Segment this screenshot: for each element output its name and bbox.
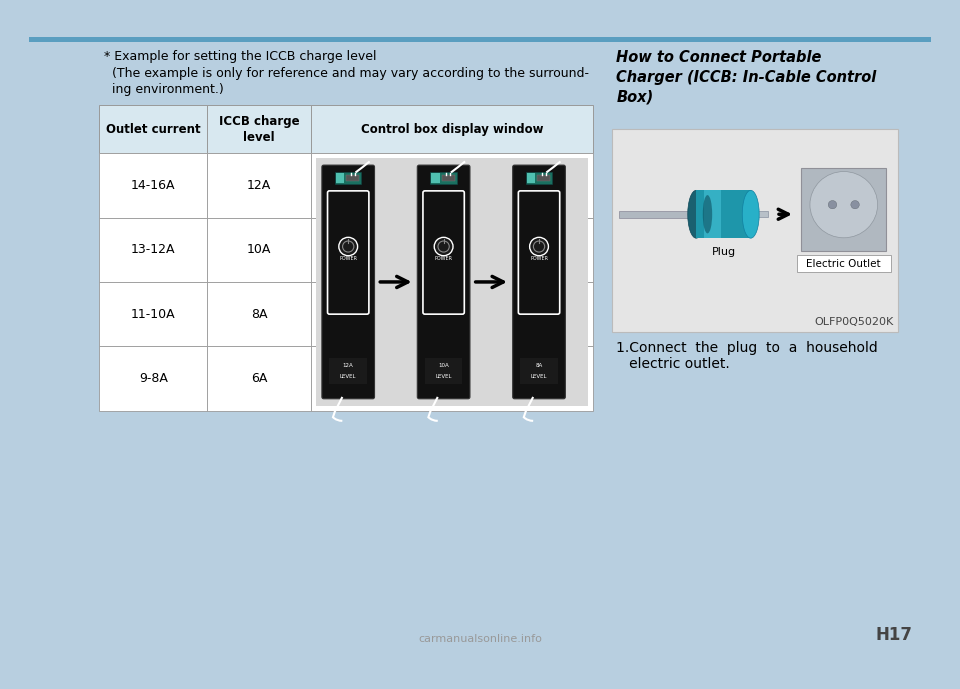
Bar bbox=[207, 105, 311, 153]
Text: 13-12A: 13-12A bbox=[132, 243, 176, 256]
Text: H17: H17 bbox=[876, 626, 912, 644]
Bar bbox=[336, 174, 345, 183]
Circle shape bbox=[434, 237, 453, 256]
Bar bbox=[619, 211, 699, 218]
Bar bbox=[99, 282, 207, 347]
FancyBboxPatch shape bbox=[322, 165, 374, 399]
Text: LEVEL: LEVEL bbox=[436, 374, 452, 379]
Bar bbox=[311, 218, 592, 282]
Bar bbox=[797, 255, 891, 272]
FancyBboxPatch shape bbox=[802, 168, 886, 251]
Bar bbox=[207, 153, 311, 218]
Bar bbox=[538, 175, 550, 181]
Text: 8A: 8A bbox=[251, 308, 267, 320]
Text: How to Connect Portable
Charger (ICCB: In-Cable Control
Box): How to Connect Portable Charger (ICCB: I… bbox=[616, 50, 876, 105]
Ellipse shape bbox=[851, 200, 859, 209]
Bar bbox=[311, 153, 592, 218]
Bar bbox=[520, 358, 558, 384]
Text: 6A: 6A bbox=[251, 372, 267, 385]
Bar bbox=[335, 172, 361, 183]
Text: POWER: POWER bbox=[435, 256, 452, 261]
Text: (The example is only for reference and may vary according to the surround-: (The example is only for reference and m… bbox=[104, 67, 589, 80]
Bar bbox=[704, 190, 721, 238]
Text: Plug: Plug bbox=[712, 247, 736, 258]
Ellipse shape bbox=[687, 190, 705, 238]
Text: ICCB charge
level: ICCB charge level bbox=[219, 115, 300, 144]
Bar bbox=[751, 212, 768, 217]
Ellipse shape bbox=[703, 195, 712, 234]
Bar bbox=[99, 105, 207, 153]
Bar bbox=[99, 347, 207, 411]
Text: carmanualsonline.info: carmanualsonline.info bbox=[418, 634, 542, 644]
Bar bbox=[430, 172, 457, 183]
Bar bbox=[329, 358, 367, 384]
Text: 10A: 10A bbox=[439, 363, 449, 368]
Bar bbox=[99, 218, 207, 282]
Text: POWER: POWER bbox=[339, 256, 357, 261]
Text: Control box display window: Control box display window bbox=[361, 123, 543, 136]
Bar bbox=[99, 153, 207, 218]
Text: 11-10A: 11-10A bbox=[131, 308, 176, 320]
Ellipse shape bbox=[828, 200, 837, 209]
Bar bbox=[347, 175, 359, 181]
Bar bbox=[612, 130, 899, 331]
Bar bbox=[316, 158, 588, 406]
Text: OLFP0Q5020K: OLFP0Q5020K bbox=[814, 317, 894, 327]
Text: POWER: POWER bbox=[530, 256, 548, 261]
Bar bbox=[425, 358, 463, 384]
Circle shape bbox=[530, 237, 548, 256]
Ellipse shape bbox=[742, 190, 759, 238]
Bar bbox=[29, 37, 931, 42]
Text: 12A: 12A bbox=[247, 179, 272, 192]
Bar bbox=[696, 190, 751, 238]
Text: Outlet current: Outlet current bbox=[106, 123, 201, 136]
Bar bbox=[526, 172, 552, 183]
Bar bbox=[527, 174, 536, 183]
Text: LEVEL: LEVEL bbox=[531, 374, 547, 379]
Text: * Example for setting the ICCB charge level: * Example for setting the ICCB charge le… bbox=[104, 50, 376, 63]
Bar bbox=[311, 105, 592, 153]
Circle shape bbox=[339, 237, 358, 256]
Text: 14-16A: 14-16A bbox=[132, 179, 176, 192]
FancyBboxPatch shape bbox=[513, 165, 565, 399]
Text: 12A: 12A bbox=[343, 363, 353, 368]
Text: 9-8A: 9-8A bbox=[139, 372, 168, 385]
Text: Electric Outlet: Electric Outlet bbox=[806, 258, 881, 269]
Text: 1.Connect  the  plug  to  a  household
   electric outlet.: 1.Connect the plug to a household electr… bbox=[616, 341, 878, 371]
Text: ing environment.): ing environment.) bbox=[104, 83, 224, 96]
Bar bbox=[207, 347, 311, 411]
Text: 8A: 8A bbox=[536, 363, 542, 368]
Bar bbox=[311, 282, 592, 347]
Bar bbox=[207, 218, 311, 282]
Text: 10A: 10A bbox=[247, 243, 272, 256]
Bar bbox=[207, 282, 311, 347]
Circle shape bbox=[810, 172, 877, 238]
Bar bbox=[431, 174, 440, 183]
Text: LEVEL: LEVEL bbox=[340, 374, 356, 379]
FancyBboxPatch shape bbox=[418, 165, 470, 399]
Bar bbox=[442, 175, 455, 181]
Bar bbox=[311, 347, 592, 411]
